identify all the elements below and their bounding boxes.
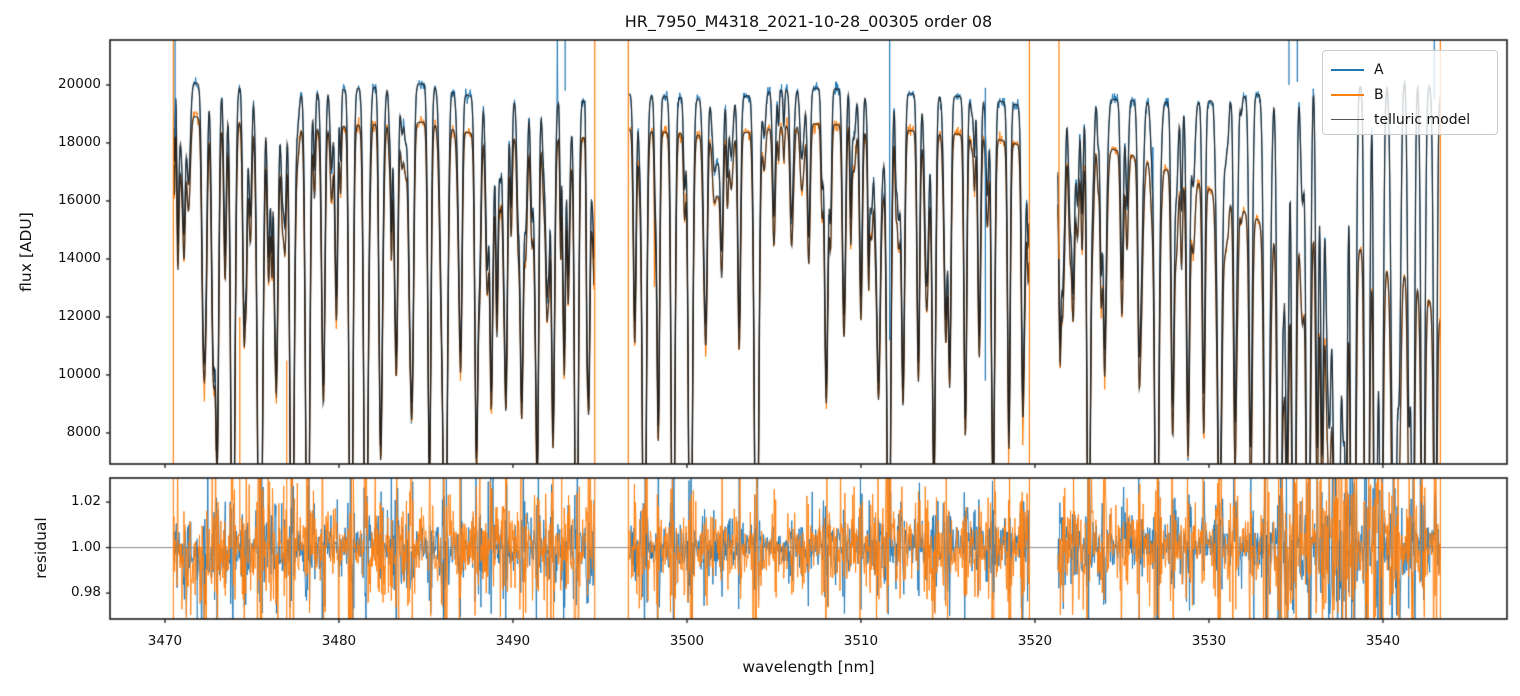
legend-label-a: A: [1374, 61, 1384, 78]
x-tick-label: 3480: [321, 633, 357, 649]
flux-tick-label: 14000: [58, 249, 101, 266]
legend: A B telluric model: [1322, 50, 1498, 135]
residual-tick-label: 1.00: [70, 538, 101, 555]
x-tick-label: 3520: [1017, 633, 1053, 649]
residual-tick-label: 0.98: [70, 584, 101, 601]
flux-tick-label: 18000: [58, 133, 101, 150]
flux-tick-label: 12000: [58, 307, 101, 324]
x-tick-label: 3510: [843, 633, 879, 649]
legend-item-a: A: [1331, 57, 1497, 82]
x-tick-label: 3540: [1365, 633, 1401, 649]
legend-label-b: B: [1374, 86, 1384, 103]
legend-item-b: B: [1331, 82, 1497, 107]
x-tick-label: 3530: [1191, 633, 1227, 649]
flux-tick-label: 10000: [58, 365, 101, 382]
legend-line-telluric-icon: [1331, 119, 1364, 120]
legend-item-telluric: telluric model: [1331, 107, 1497, 132]
flux-tick-label: 20000: [58, 75, 101, 92]
x-axis-label: wavelength [nm]: [742, 658, 875, 676]
residual-tick-label: 1.02: [70, 493, 101, 510]
flux-tick-label: 8000: [66, 423, 101, 440]
x-tick-label: 3470: [147, 633, 183, 649]
flux-tick-label: 16000: [58, 191, 101, 208]
plot-title: HR_7950_M4318_2021-10-28_00305 order 08: [624, 12, 993, 31]
legend-line-b-icon: [1331, 93, 1364, 96]
legend-line-a-icon: [1331, 68, 1364, 71]
legend-label-telluric: telluric model: [1374, 111, 1471, 128]
x-tick-label: 3490: [495, 633, 531, 649]
x-tick-label: 3500: [669, 633, 705, 649]
